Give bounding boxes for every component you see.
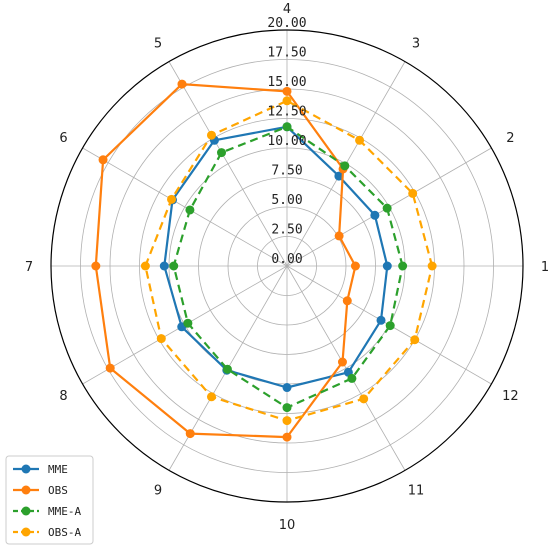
legend-swatch-marker [21,485,31,495]
series-line-obs [94,83,357,439]
theta-tick-label: 2 [506,131,514,146]
legend-box [5,455,94,545]
data-point-obs [342,296,352,306]
data-point-mme-a [217,148,227,158]
theta-gridline [286,265,406,471]
data-point-mme-a [340,161,350,171]
theta-tick-label: 9 [154,483,162,498]
theta-gridline [168,61,288,267]
r-tick-label: 15.00 [267,75,306,90]
legend-swatch-marker [21,464,31,474]
data-point-obs [98,155,108,165]
theta-tick-label: 6 [59,131,67,146]
data-point-obs-a [410,335,420,345]
data-point-mme [159,261,169,271]
data-point-obs [282,86,292,96]
series-layer [91,79,437,442]
theta-tick-label: 3 [412,37,420,52]
legend-label: MME-A [48,505,81,518]
outer-frame [50,29,524,503]
legend-label: OBS [48,484,68,497]
data-point-obs-a [156,334,166,344]
legend-swatch-marker [21,506,31,516]
data-point-mme [282,383,292,393]
data-point-mme-a [169,261,179,271]
legend-swatch-marker [21,527,31,537]
data-point-obs [334,231,344,241]
data-point-mme-a [382,203,392,213]
data-point-obs-a [359,394,369,404]
data-point-obs-a [206,130,216,140]
legend: MME OBS MME-A OBS-A [5,455,94,545]
r-tick-label: 17.50 [267,46,306,61]
data-point-obs-a [140,261,150,271]
data-point-mme [334,171,344,181]
theta-tick-label: 8 [59,389,67,404]
theta-tick-label: 7 [25,260,33,275]
data-point-mme-a [183,318,193,328]
data-point-mme-a [347,373,357,383]
data-point-obs-a [427,261,437,271]
data-point-obs [177,79,187,89]
theta-tick-label: 5 [154,37,162,52]
data-point-obs-a [167,194,177,204]
data-point-mme-a [282,403,292,413]
r-tick-label: 10.00 [267,134,306,149]
r-tick-label: 7.50 [271,164,302,179]
data-point-mme [382,261,392,271]
legend-label: MME [48,463,68,476]
theta-tick-label: 11 [408,483,425,498]
data-point-mme-a [385,321,395,331]
data-point-mme-a [398,261,408,271]
theta-tick-label: 10 [279,518,296,533]
theta-gridline [82,147,288,267]
data-point-obs [282,432,292,442]
data-point-mme-a [185,205,195,215]
data-point-obs-a [408,188,418,198]
r-tick-label: 0.00 [271,252,302,267]
data-point-obs-a [282,96,292,106]
data-point-obs [185,429,195,439]
r-tick-label: 12.50 [267,105,306,120]
data-point-obs-a [355,135,365,145]
data-point-mme [376,315,386,325]
data-point-mme-a [222,364,232,374]
data-point-obs [337,357,347,367]
r-tick-label: 5.00 [271,193,302,208]
data-point-obs [350,261,360,271]
data-point-obs-a [282,416,292,426]
data-point-obs [105,363,115,373]
data-point-mme-a [282,122,292,132]
data-point-obs-a [206,392,216,402]
legend-label: OBS-A [48,526,81,539]
theta-tick-label: 1 [541,260,549,275]
data-point-obs [91,261,101,271]
label-layer: 0.00 2.50 5.00 7.50 10.00 12.50 15.00 17.50 20.0… [25,2,549,533]
r-tick-label: 20.00 [267,16,306,31]
data-point-mme [370,210,380,220]
r-tick-label: 2.50 [271,223,302,238]
theta-tick-label: 12 [502,389,519,404]
theta-tick-label: 4 [283,2,291,17]
